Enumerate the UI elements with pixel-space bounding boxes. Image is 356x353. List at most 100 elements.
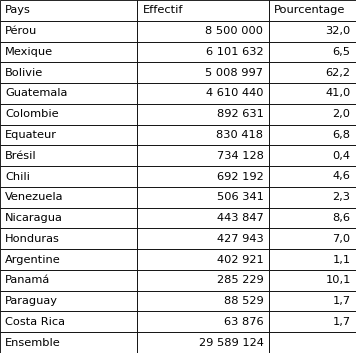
Text: 41,0: 41,0 xyxy=(325,89,351,98)
Bar xyxy=(269,62,356,83)
Bar xyxy=(0,228,137,249)
Bar xyxy=(269,166,356,187)
Text: Equateur: Equateur xyxy=(5,130,57,140)
Text: 7,0: 7,0 xyxy=(333,234,351,244)
Bar xyxy=(137,249,269,270)
Bar xyxy=(0,332,137,353)
Text: 427 943: 427 943 xyxy=(217,234,263,244)
Text: Mexique: Mexique xyxy=(5,47,53,57)
Text: 6,8: 6,8 xyxy=(333,130,351,140)
Text: 1,7: 1,7 xyxy=(333,317,351,327)
Bar xyxy=(137,332,269,353)
Bar xyxy=(0,291,137,311)
Bar xyxy=(137,62,269,83)
Bar xyxy=(269,187,356,208)
Text: 443 847: 443 847 xyxy=(217,213,263,223)
Bar xyxy=(269,291,356,311)
Bar xyxy=(0,83,137,104)
Bar xyxy=(137,83,269,104)
Text: 29 589 124: 29 589 124 xyxy=(199,337,263,348)
Text: Colombie: Colombie xyxy=(5,109,59,119)
Text: 892 631: 892 631 xyxy=(216,109,263,119)
Bar xyxy=(137,21,269,42)
Bar xyxy=(0,62,137,83)
Text: 4 610 440: 4 610 440 xyxy=(206,89,263,98)
Text: 8 500 000: 8 500 000 xyxy=(205,26,263,36)
Text: 32,0: 32,0 xyxy=(325,26,351,36)
Text: 10,1: 10,1 xyxy=(325,275,351,285)
Bar xyxy=(0,104,137,125)
Bar xyxy=(269,21,356,42)
Bar xyxy=(0,166,137,187)
Text: Panamá: Panamá xyxy=(5,275,51,285)
Bar xyxy=(0,42,137,62)
Text: 62,2: 62,2 xyxy=(326,68,351,78)
Bar xyxy=(137,42,269,62)
Text: 2,3: 2,3 xyxy=(333,192,351,202)
Bar xyxy=(0,145,137,166)
Text: Pérou: Pérou xyxy=(5,26,38,36)
Bar xyxy=(0,125,137,145)
Bar xyxy=(269,83,356,104)
Bar xyxy=(269,311,356,332)
Text: 506 341: 506 341 xyxy=(216,192,263,202)
Text: Effectif: Effectif xyxy=(142,5,183,16)
Bar xyxy=(269,270,356,291)
Bar xyxy=(137,145,269,166)
Bar xyxy=(269,145,356,166)
Bar xyxy=(269,125,356,145)
Bar xyxy=(137,0,269,21)
Bar xyxy=(269,332,356,353)
Text: 8,6: 8,6 xyxy=(333,213,351,223)
Text: Argentine: Argentine xyxy=(5,255,61,264)
Text: 0,4: 0,4 xyxy=(333,151,351,161)
Bar xyxy=(137,104,269,125)
Text: 1,7: 1,7 xyxy=(333,296,351,306)
Bar xyxy=(0,187,137,208)
Text: Pays: Pays xyxy=(5,5,31,16)
Bar xyxy=(0,311,137,332)
Text: 88 529: 88 529 xyxy=(224,296,263,306)
Text: 734 128: 734 128 xyxy=(216,151,263,161)
Bar xyxy=(269,42,356,62)
Text: Bolivie: Bolivie xyxy=(5,68,43,78)
Text: 2,0: 2,0 xyxy=(333,109,351,119)
Bar xyxy=(269,249,356,270)
Bar xyxy=(0,208,137,228)
Text: Brésil: Brésil xyxy=(5,151,37,161)
Bar xyxy=(137,187,269,208)
Bar xyxy=(269,0,356,21)
Text: 6 101 632: 6 101 632 xyxy=(206,47,263,57)
Bar xyxy=(0,270,137,291)
Text: 1,1: 1,1 xyxy=(333,255,351,264)
Bar xyxy=(137,166,269,187)
Text: Paraguay: Paraguay xyxy=(5,296,58,306)
Bar xyxy=(269,208,356,228)
Text: 692 192: 692 192 xyxy=(217,172,263,181)
Text: 5 008 997: 5 008 997 xyxy=(205,68,263,78)
Bar xyxy=(0,249,137,270)
Bar xyxy=(137,270,269,291)
Text: 4,6: 4,6 xyxy=(333,172,351,181)
Text: 402 921: 402 921 xyxy=(217,255,263,264)
Bar xyxy=(269,104,356,125)
Bar xyxy=(137,125,269,145)
Text: 6,5: 6,5 xyxy=(333,47,351,57)
Text: Pourcentage: Pourcentage xyxy=(274,5,345,16)
Bar xyxy=(137,311,269,332)
Bar xyxy=(137,208,269,228)
Text: Costa Rica: Costa Rica xyxy=(5,317,66,327)
Text: Honduras: Honduras xyxy=(5,234,60,244)
Text: 830 418: 830 418 xyxy=(216,130,263,140)
Text: Guatemala: Guatemala xyxy=(5,89,68,98)
Text: 63 876: 63 876 xyxy=(224,317,263,327)
Bar xyxy=(269,228,356,249)
Text: Ensemble: Ensemble xyxy=(5,337,61,348)
Text: Chili: Chili xyxy=(5,172,30,181)
Text: Venezuela: Venezuela xyxy=(5,192,64,202)
Text: Nicaragua: Nicaragua xyxy=(5,213,63,223)
Bar xyxy=(137,228,269,249)
Bar xyxy=(137,291,269,311)
Bar xyxy=(0,0,137,21)
Text: 285 229: 285 229 xyxy=(217,275,263,285)
